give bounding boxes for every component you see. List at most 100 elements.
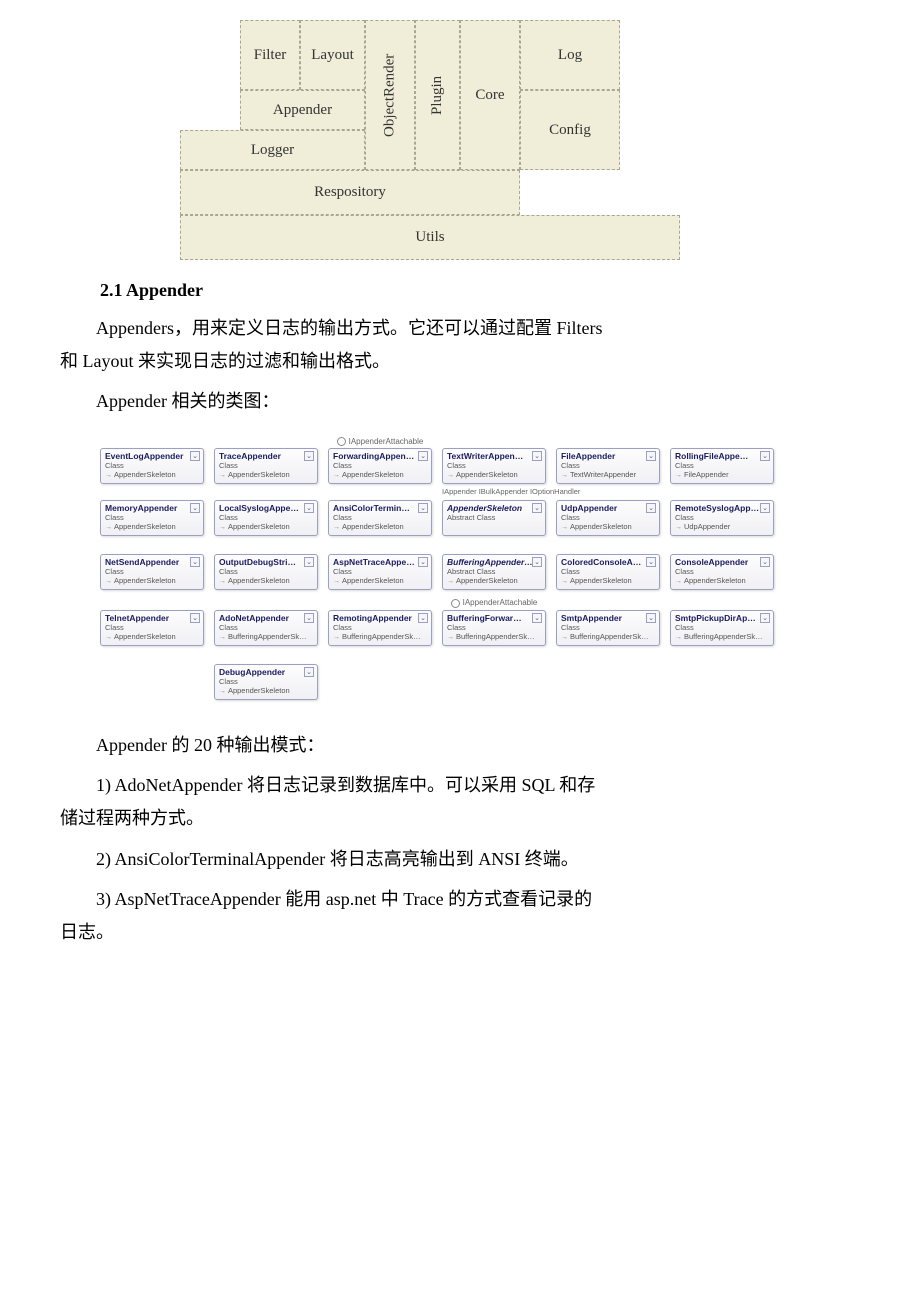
arch-utils-box: Utils: [180, 215, 680, 260]
chevron-down-icon: ⌄: [190, 613, 200, 623]
uml-class-inherits: AppenderSkeleton: [105, 470, 199, 479]
uml-class-stereotype: Class: [675, 567, 769, 576]
chevron-down-icon: ⌄: [418, 557, 428, 567]
uml-class-box: ⌄ColoredConsoleA…ClassAppenderSkeleton: [556, 554, 660, 590]
uml-interface-group: IAppender IBulkAppender IOptionHandler: [442, 488, 780, 496]
uml-class-title: FileAppender: [561, 451, 655, 461]
uml-row-2: ⌄MemoryAppenderClassAppenderSkeleton⌄Loc…: [100, 500, 780, 536]
uml-class-box: ⌄AnsiColorTermin…ClassAppenderSkeleton: [328, 500, 432, 536]
uml-class-title: TelnetAppender: [105, 613, 199, 623]
uml-class-box: ⌄ForwardingAppen…ClassAppenderSkeleton: [328, 448, 432, 484]
uml-class-box: ⌄TraceAppenderClassAppenderSkeleton: [214, 448, 318, 484]
uml-class-stereotype: Abstract Class: [447, 513, 541, 522]
architecture-diagram: Filter Layout Appender Logger ObjectRend…: [180, 20, 680, 260]
uml-class-title: SmtpPickupDirAp…: [675, 613, 769, 623]
chevron-down-icon: ⌄: [532, 503, 542, 513]
uml-class-stereotype: Class: [105, 461, 199, 470]
uml-class-stereotype: Class: [105, 567, 199, 576]
arch-log-box: Log: [520, 20, 620, 90]
uml-class-inherits: BufferingAppenderSk…: [561, 632, 655, 641]
uml-class-inherits: BufferingAppenderSk…: [447, 632, 541, 641]
uml-class-stereotype: Abstract Class: [447, 567, 541, 576]
arch-filter-box: Filter: [240, 20, 300, 90]
document-page: Filter Layout Appender Logger ObjectRend…: [0, 0, 920, 1017]
uml-row-4: ⌄TelnetAppenderClassAppenderSkeleton⌄Ado…: [100, 610, 780, 646]
paragraph-6-line2: 日志。: [60, 917, 860, 948]
uml-class-title: NetSendAppender: [105, 557, 199, 567]
uml-class-inherits: BufferingAppenderSk…: [333, 632, 427, 641]
uml-class-box: ⌄NetSendAppenderClassAppenderSkeleton: [100, 554, 204, 590]
uml-class-inherits: AppenderSkeleton: [561, 522, 655, 531]
uml-class-title: AspNetTraceAppe…: [333, 557, 427, 567]
uml-class-stereotype: Class: [219, 461, 313, 470]
uml-class-title: RemotingAppender: [333, 613, 427, 623]
uml-class-inherits: BufferingAppenderSk…: [675, 632, 769, 641]
uml-class-inherits: AppenderSkeleton: [219, 470, 313, 479]
uml-class-title: RemoteSyslogApp…: [675, 503, 769, 513]
uml-class-box: ⌄OutputDebugStri…ClassAppenderSkeleton: [214, 554, 318, 590]
chevron-down-icon: ⌄: [190, 557, 200, 567]
uml-class-box: ⌄UdpAppenderClassAppenderSkeleton: [556, 500, 660, 536]
chevron-down-icon: ⌄: [304, 613, 314, 623]
uml-class-title: ConsoleAppender: [675, 557, 769, 567]
uml-class-diagram: IAppenderAttachable ⌄EventLogAppenderCla…: [100, 437, 780, 700]
chevron-down-icon: ⌄: [418, 451, 428, 461]
uml-class-box: ⌄RollingFileAppe…ClassFileAppender: [670, 448, 774, 484]
uml-class-box: ⌄BufferingAppender…Abstract ClassAppende…: [442, 554, 546, 590]
arch-core-box: Core: [460, 20, 520, 170]
uml-class-inherits: FileAppender: [675, 470, 769, 479]
uml-class-stereotype: Class: [561, 513, 655, 522]
chevron-down-icon: ⌄: [418, 613, 428, 623]
uml-class-inherits: AppenderSkeleton: [333, 522, 427, 531]
chevron-down-icon: ⌄: [760, 451, 770, 461]
chevron-down-icon: ⌄: [304, 451, 314, 461]
uml-class-stereotype: Class: [675, 623, 769, 632]
arch-logger-box: Logger: [180, 130, 365, 170]
uml-class-box: ⌄AspNetTraceAppe…ClassAppenderSkeleton: [328, 554, 432, 590]
arch-left-column: Filter Layout Appender Logger: [180, 20, 365, 170]
uml-class-box: ⌄BufferingForwar…ClassBufferingAppenderS…: [442, 610, 546, 646]
uml-class-stereotype: Class: [105, 513, 199, 522]
uml-class-title: MemoryAppender: [105, 503, 199, 513]
chevron-down-icon: ⌄: [304, 503, 314, 513]
uml-class-stereotype: Class: [561, 461, 655, 470]
chevron-down-icon: ⌄: [418, 503, 428, 513]
paragraph-4-line2: 储过程两种方式。: [60, 803, 860, 834]
uml-class-title: AppenderSkeleton: [447, 503, 541, 513]
uml-class-title: AdoNetAppender: [219, 613, 313, 623]
chevron-down-icon: ⌄: [304, 667, 314, 677]
uml-class-stereotype: Class: [333, 567, 427, 576]
uml-interface-label-2: IAppenderAttachable: [442, 598, 546, 607]
uml-class-stereotype: Class: [219, 677, 313, 686]
uml-class-stereotype: Class: [219, 513, 313, 522]
uml-class-box: ⌄RemotingAppenderClassBufferingAppenderS…: [328, 610, 432, 646]
chevron-down-icon: ⌄: [190, 503, 200, 513]
uml-class-inherits: AppenderSkeleton: [675, 576, 769, 585]
uml-class-box: ⌄FileAppenderClassTextWriterAppender: [556, 448, 660, 484]
uml-class-title: OutputDebugStri…: [219, 557, 313, 567]
uml-class-stereotype: Class: [447, 461, 541, 470]
uml-class-inherits: AppenderSkeleton: [219, 522, 313, 531]
chevron-down-icon: ⌄: [646, 557, 656, 567]
uml-class-box: ⌄SmtpAppenderClassBufferingAppenderSk…: [556, 610, 660, 646]
uml-class-stereotype: Class: [675, 461, 769, 470]
paragraph-6-line1: 3) AspNetTraceAppender 能用 asp.net 中 Trac…: [60, 884, 860, 915]
arch-objectrender-box: ObjectRender: [365, 20, 415, 170]
uml-class-inherits: AppenderSkeleton: [561, 576, 655, 585]
uml-class-title: SmtpAppender: [561, 613, 655, 623]
section-heading-2-1: 2.1 Appender: [100, 280, 860, 301]
chevron-down-icon: ⌄: [646, 451, 656, 461]
uml-class-inherits: UdpAppender: [675, 522, 769, 531]
uml-class-title: DebugAppender: [219, 667, 313, 677]
paragraph-1-line2: 和 Layout 来实现日志的过滤和输出格式。: [60, 346, 860, 377]
uml-class-box: ⌄ConsoleAppenderClassAppenderSkeleton: [670, 554, 774, 590]
uml-class-title: LocalSyslogAppe…: [219, 503, 313, 513]
chevron-down-icon: ⌄: [532, 557, 542, 567]
uml-class-inherits: AppenderSkeleton: [333, 576, 427, 585]
chevron-down-icon: ⌄: [304, 557, 314, 567]
uml-class-box: ⌄TextWriterAppen…ClassAppenderSkeleton: [442, 448, 546, 484]
chevron-down-icon: ⌄: [532, 451, 542, 461]
uml-class-inherits: AppenderSkeleton: [105, 632, 199, 641]
uml-class-box: ⌄RemoteSyslogApp…ClassUdpAppender: [670, 500, 774, 536]
uml-class-stereotype: Class: [561, 567, 655, 576]
